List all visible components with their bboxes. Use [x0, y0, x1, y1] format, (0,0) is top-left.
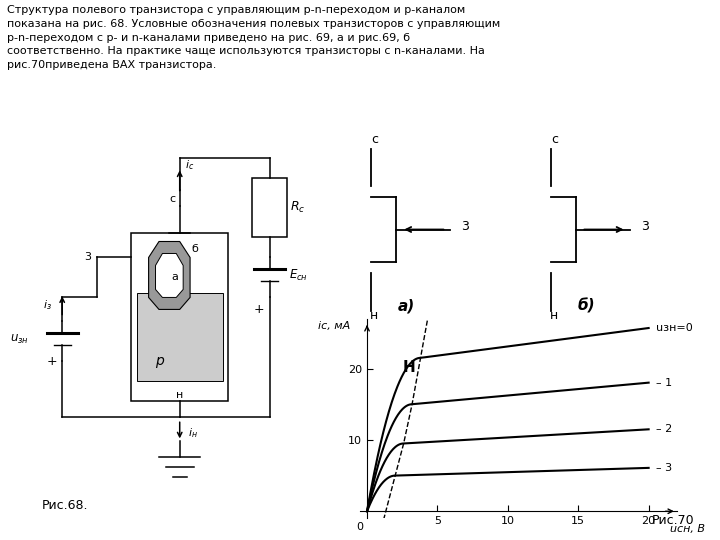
- Text: с: с: [371, 133, 378, 146]
- Text: 3: 3: [461, 220, 469, 233]
- Text: p: p: [155, 354, 163, 368]
- Polygon shape: [148, 241, 190, 309]
- Text: с: с: [170, 193, 176, 204]
- Text: – 1: – 1: [656, 377, 672, 388]
- Text: $E_{cн}$: $E_{cн}$: [289, 268, 307, 283]
- Polygon shape: [156, 253, 183, 298]
- Text: $u_{зн}$: $u_{зн}$: [11, 333, 30, 346]
- Text: а): а): [398, 299, 415, 314]
- Text: – 3: – 3: [656, 463, 672, 473]
- Text: б: б: [192, 245, 199, 254]
- Text: – 2: – 2: [656, 424, 672, 434]
- Text: 3: 3: [84, 253, 91, 262]
- Text: с: с: [551, 133, 558, 146]
- Text: н: н: [550, 308, 559, 322]
- Text: а: а: [171, 273, 178, 282]
- Text: +: +: [254, 303, 264, 316]
- Text: $i_з$: $i_з$: [43, 299, 52, 312]
- Text: Рис.69: Рис.69: [476, 322, 518, 335]
- Text: Рис.70: Рис.70: [652, 514, 695, 526]
- Text: Рис.68.: Рис.68.: [42, 499, 88, 512]
- Text: uзн=0: uзн=0: [656, 323, 693, 333]
- Text: iс, мА: iс, мА: [318, 321, 350, 330]
- Text: б): б): [578, 298, 595, 314]
- Text: +: +: [47, 355, 57, 368]
- Text: $i_c$: $i_c$: [185, 159, 194, 172]
- Text: н: н: [176, 390, 184, 400]
- Text: 0: 0: [356, 522, 364, 532]
- Text: Структура полевого транзистора с управляющим p-n-переходом и p-каналом
показана : Структура полевого транзистора с управля…: [7, 5, 500, 70]
- Bar: [252, 178, 287, 238]
- Bar: [137, 293, 223, 381]
- Text: $i_н$: $i_н$: [189, 427, 198, 440]
- Text: 3: 3: [641, 220, 649, 233]
- Text: н: н: [370, 308, 379, 322]
- Text: uсн, В: uсн, В: [670, 524, 705, 534]
- Text: $R_c$: $R_c$: [290, 200, 306, 215]
- Text: Н: Н: [403, 360, 415, 375]
- Bar: [131, 233, 228, 401]
